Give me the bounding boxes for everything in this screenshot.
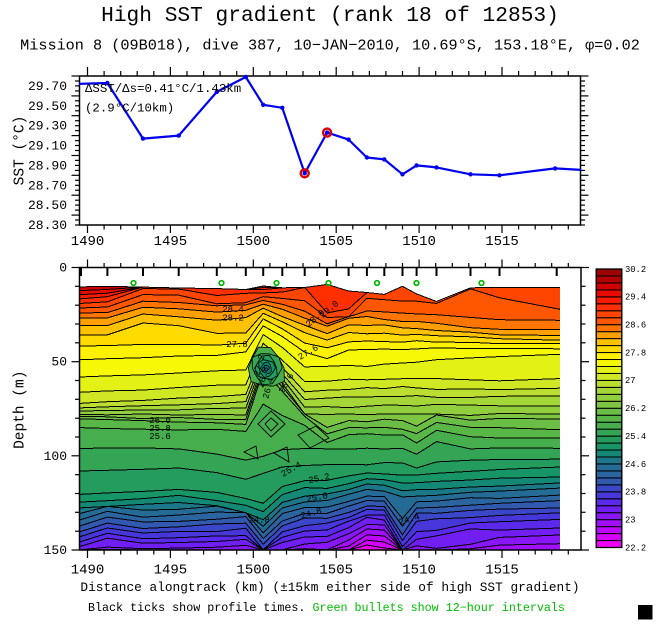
svg-text:24.6: 24.6 <box>625 460 646 470</box>
svg-text:1510: 1510 <box>402 563 436 579</box>
svg-text:25.0: 25.0 <box>306 491 329 505</box>
svg-text:26.0: 26.0 <box>149 416 171 426</box>
svg-text:1500: 1500 <box>236 234 270 250</box>
svg-text:1510: 1510 <box>402 234 436 250</box>
svg-text:0: 0 <box>59 261 67 276</box>
svg-text:28.6: 28.6 <box>625 321 646 331</box>
svg-text:27.8: 27.8 <box>625 348 646 358</box>
svg-text:25.4: 25.4 <box>625 432 646 442</box>
svg-text:100: 100 <box>44 449 67 464</box>
svg-text:Black ticks show profile times: Black ticks show profile times. Green bu… <box>88 601 565 615</box>
svg-text:25.2: 25.2 <box>308 472 331 486</box>
svg-text:1505: 1505 <box>319 234 353 250</box>
svg-text:25.6: 25.6 <box>149 432 171 442</box>
svg-text:24.8: 24.8 <box>248 516 270 526</box>
svg-text:28.70: 28.70 <box>28 178 67 193</box>
svg-text:1500: 1500 <box>236 563 270 579</box>
svg-text:28.4: 28.4 <box>222 305 244 315</box>
svg-text:1495: 1495 <box>154 563 188 579</box>
svg-text:1490: 1490 <box>71 563 105 579</box>
svg-text:27.8: 27.8 <box>226 340 248 350</box>
svg-text:50: 50 <box>51 355 67 370</box>
svg-text:22.2: 22.2 <box>625 543 646 553</box>
svg-text:25.8: 25.8 <box>149 424 171 434</box>
svg-text:(2.9°C/10km): (2.9°C/10km) <box>85 102 174 116</box>
svg-text:30.2: 30.2 <box>625 265 646 275</box>
svg-text:High SST gradient (rank 18 of: High SST gradient (rank 18 of 12853) <box>101 4 559 28</box>
svg-text:Mission 8 (09B018), dive 387,: Mission 8 (09B018), dive 387, 10−JAN−201… <box>20 37 640 55</box>
svg-text:1490: 1490 <box>71 234 105 250</box>
svg-text:Depth (m): Depth (m) <box>13 371 29 449</box>
svg-text:1515: 1515 <box>485 563 519 579</box>
svg-text:SST (°C): SST (°C) <box>13 116 29 186</box>
svg-text:1495: 1495 <box>154 234 188 250</box>
svg-text:23: 23 <box>625 515 636 525</box>
svg-text:28.90: 28.90 <box>28 158 67 173</box>
svg-text:23.8: 23.8 <box>625 488 646 498</box>
svg-text:27: 27 <box>625 376 636 386</box>
svg-text:26.2: 26.2 <box>625 404 646 414</box>
svg-text:29.4: 29.4 <box>625 293 646 303</box>
svg-text:29.30: 29.30 <box>28 119 67 134</box>
svg-text:28.2: 28.2 <box>222 314 244 324</box>
svg-text:150: 150 <box>44 543 67 558</box>
svg-text:29.10: 29.10 <box>28 139 67 154</box>
svg-text:28.30: 28.30 <box>28 218 67 233</box>
svg-text:29.70: 29.70 <box>28 79 67 94</box>
svg-text:ΔSST/Δs=0.41°C/1.43km: ΔSST/Δs=0.41°C/1.43km <box>85 82 241 96</box>
svg-text:28.50: 28.50 <box>28 198 67 213</box>
svg-text:Distance alongtrack (km) (±15k: Distance alongtrack (km) (±15km either s… <box>80 580 579 595</box>
svg-text:29.50: 29.50 <box>28 99 67 114</box>
svg-text:1505: 1505 <box>319 563 353 579</box>
svg-text:1515: 1515 <box>485 234 519 250</box>
